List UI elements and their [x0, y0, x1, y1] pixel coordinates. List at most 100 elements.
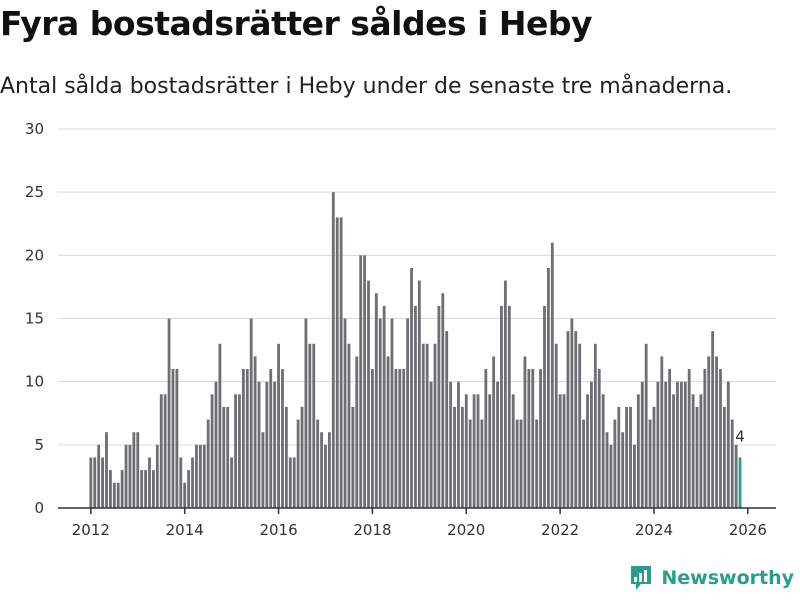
bar: [312, 343, 316, 508]
bar: [281, 369, 284, 508]
bar: [457, 381, 460, 508]
bar: [660, 356, 664, 508]
bar: [597, 369, 601, 508]
bar: [249, 318, 253, 508]
bar: [183, 482, 187, 508]
x-tick-label: 2014: [166, 521, 204, 539]
bar: [722, 406, 726, 508]
bar: [715, 356, 718, 508]
bar: [433, 343, 437, 508]
bar: [734, 444, 738, 508]
bar: [441, 293, 445, 508]
brand-name: Newsworthy: [661, 567, 794, 589]
y-tick-label: 25: [25, 183, 44, 201]
bar: [472, 394, 476, 508]
bar: [105, 432, 108, 508]
y-tick-label: 30: [25, 120, 44, 138]
bar: [327, 432, 331, 508]
newsworthy-brand[interactable]: Newsworthy: [629, 564, 794, 592]
newsworthy-logo-icon: [631, 566, 652, 590]
bar: [730, 419, 734, 508]
bar: [245, 369, 249, 508]
bar: [144, 470, 148, 508]
bar: [163, 394, 167, 508]
bar: [511, 394, 515, 508]
bar: [93, 457, 97, 508]
bar: [703, 369, 707, 508]
bar: [691, 394, 695, 508]
bar: [550, 242, 554, 508]
bar: [464, 394, 468, 508]
bar-latest: [738, 457, 742, 508]
bar: [324, 444, 327, 508]
bar: [523, 356, 527, 508]
bar-chart: 0 5 10 15 20 25 30 2012 2014 2016 2018 2020 2022 202…: [25, 120, 776, 539]
bar: [316, 419, 320, 508]
bar: [222, 406, 226, 508]
bar: [359, 255, 363, 508]
bar: [453, 406, 456, 508]
bar: [449, 381, 453, 508]
bar: [507, 305, 511, 508]
bar: [238, 394, 241, 508]
bar: [480, 419, 484, 508]
bar: [527, 369, 531, 508]
y-tick-label: 0: [34, 499, 44, 517]
bar: [269, 369, 273, 508]
bar: [633, 444, 636, 508]
bar: [644, 343, 648, 508]
bar: [187, 470, 191, 508]
bar: [719, 369, 722, 508]
bar: [367, 280, 370, 508]
bar: [515, 419, 519, 508]
bar: [300, 406, 304, 508]
bar: [304, 318, 308, 508]
bar: [226, 406, 230, 508]
bar: [331, 192, 335, 508]
bar: [672, 394, 675, 508]
bar: [640, 381, 644, 508]
bar: [488, 394, 492, 508]
x-tick-label: 2022: [541, 521, 579, 539]
bar: [468, 419, 472, 508]
bar: [351, 406, 355, 508]
bar: [148, 457, 151, 508]
bar: [695, 406, 699, 508]
bar: [566, 331, 570, 508]
bar: [629, 406, 632, 508]
bar: [476, 394, 480, 508]
bar: [664, 381, 668, 508]
bar: [496, 381, 499, 508]
y-axis-ticks: 0 5 10 15 20 25 30: [25, 120, 44, 517]
bar: [562, 394, 566, 508]
bar: [394, 369, 398, 508]
bar: [531, 369, 535, 508]
bar: [570, 318, 574, 508]
bar: [116, 482, 120, 508]
bar: [253, 356, 257, 508]
y-tick-label: 15: [25, 310, 44, 328]
bar: [347, 343, 351, 508]
bar: [711, 331, 715, 508]
bar: [636, 394, 640, 508]
bar: [292, 457, 296, 508]
bar: [339, 217, 343, 508]
bar: [378, 318, 382, 508]
x-tick-label: 2024: [635, 521, 673, 539]
bar: [484, 369, 488, 508]
bar: [414, 305, 417, 508]
bar: [382, 305, 386, 508]
bar: [437, 305, 441, 508]
x-tick-label: 2018: [353, 521, 391, 539]
chart-title: Fyra bostadsrätter såldes i Heby: [0, 4, 593, 43]
bar: [605, 432, 609, 508]
bar: [155, 444, 159, 508]
bar: [230, 457, 234, 508]
bar: [136, 432, 140, 508]
bar: [202, 444, 206, 508]
bar: [374, 293, 378, 508]
bar: [539, 369, 542, 508]
bar: [234, 394, 237, 508]
bar: [554, 343, 558, 508]
bar: [417, 280, 421, 508]
